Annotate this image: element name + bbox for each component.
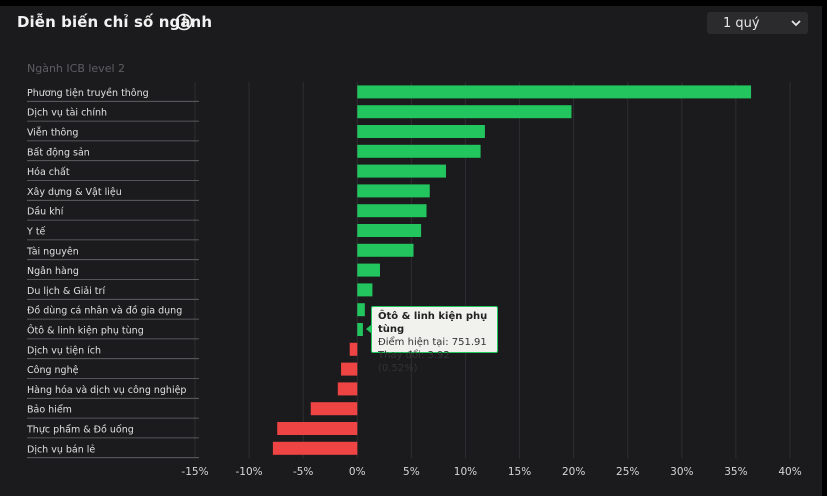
category-label: Đồ dùng cá nhân và đồ gia dụng [27,306,182,317]
x-tick-label: 5% [403,466,420,478]
category-label: Y tế [26,227,46,238]
bar [357,164,446,178]
bar [341,362,358,376]
x-tick-label: 10% [454,466,477,478]
category-label: Dịch vụ tài chính [27,108,107,119]
tooltip-pointer [366,324,372,334]
bar [357,323,363,336]
x-tick-label: -5% [293,466,313,478]
category-label: Viễn thông [27,128,78,139]
x-tick-label: 15% [508,466,531,478]
tooltip-title: Ôtô & linh kiện phụ tùng [378,311,488,335]
category-label: Xây dựng & Vật liệu [27,187,122,198]
bar [357,224,422,237]
category-label: Thực phẩm & Đồ uống [26,425,134,436]
x-tick-label: 20% [562,466,585,478]
chevron-down-icon [791,20,801,27]
bar [357,184,430,198]
category-label: Bảo hiểm [27,405,72,416]
bar [357,283,373,297]
period-select-value: 1 quý [723,15,760,31]
panel-header: Diễn biến chỉ số ngành 1 quý [0,6,822,42]
category-header: Ngành ICB level 2 [27,62,125,75]
x-tick-label: 35% [724,466,747,478]
bar [357,105,572,119]
bar-tooltip: Ôtô & linh kiện phụ tùng Điểm hiện tại: … [371,306,498,374]
x-tick-label: -15% [181,466,208,478]
category-label: Ôtô & linh kiện phụ tùng [27,325,144,337]
bar [310,402,358,416]
bar [357,243,414,257]
category-label: Dịch vụ tiện ích [27,345,101,356]
bar [349,342,358,356]
category-label: Phương tiện truyền thông [27,88,149,99]
bar [357,144,481,158]
category-label: Hàng hóa và dịch vụ công nghiệp [27,385,186,396]
panel-title: Diễn biến chỉ số ngành [17,13,213,31]
category-label: Tài nguyên [26,246,79,257]
category-label: Công nghệ [27,365,79,376]
category-label: Du lịch & Giải trí [27,286,105,297]
tooltip-current-value: Điểm hiện tại: 751.91 [378,337,487,348]
x-tick-label: 30% [670,466,693,478]
bar [357,303,365,317]
bar [337,382,358,396]
category-label: Hóa chất [27,167,70,178]
category-label: Dịch vụ bán lẻ [27,444,95,455]
info-icon[interactable] [175,13,193,31]
tooltip-change: Thay đổi: 3.92 (0.52%) [378,350,450,374]
bar [357,85,752,99]
bar [272,441,358,455]
category-label: Bất động sản [27,147,90,158]
bar [357,125,485,138]
category-label: Ngân hàng [27,266,79,277]
x-tick-label: 25% [616,466,639,478]
x-tick-label: 0% [349,466,366,478]
category-label: Dầu khí [27,207,64,218]
x-tick-label: -10% [236,466,263,478]
period-select[interactable]: 1 quý [707,12,808,34]
bar [277,422,358,435]
bar [357,263,380,277]
bar [357,204,427,218]
x-tick-label: 40% [778,466,801,478]
